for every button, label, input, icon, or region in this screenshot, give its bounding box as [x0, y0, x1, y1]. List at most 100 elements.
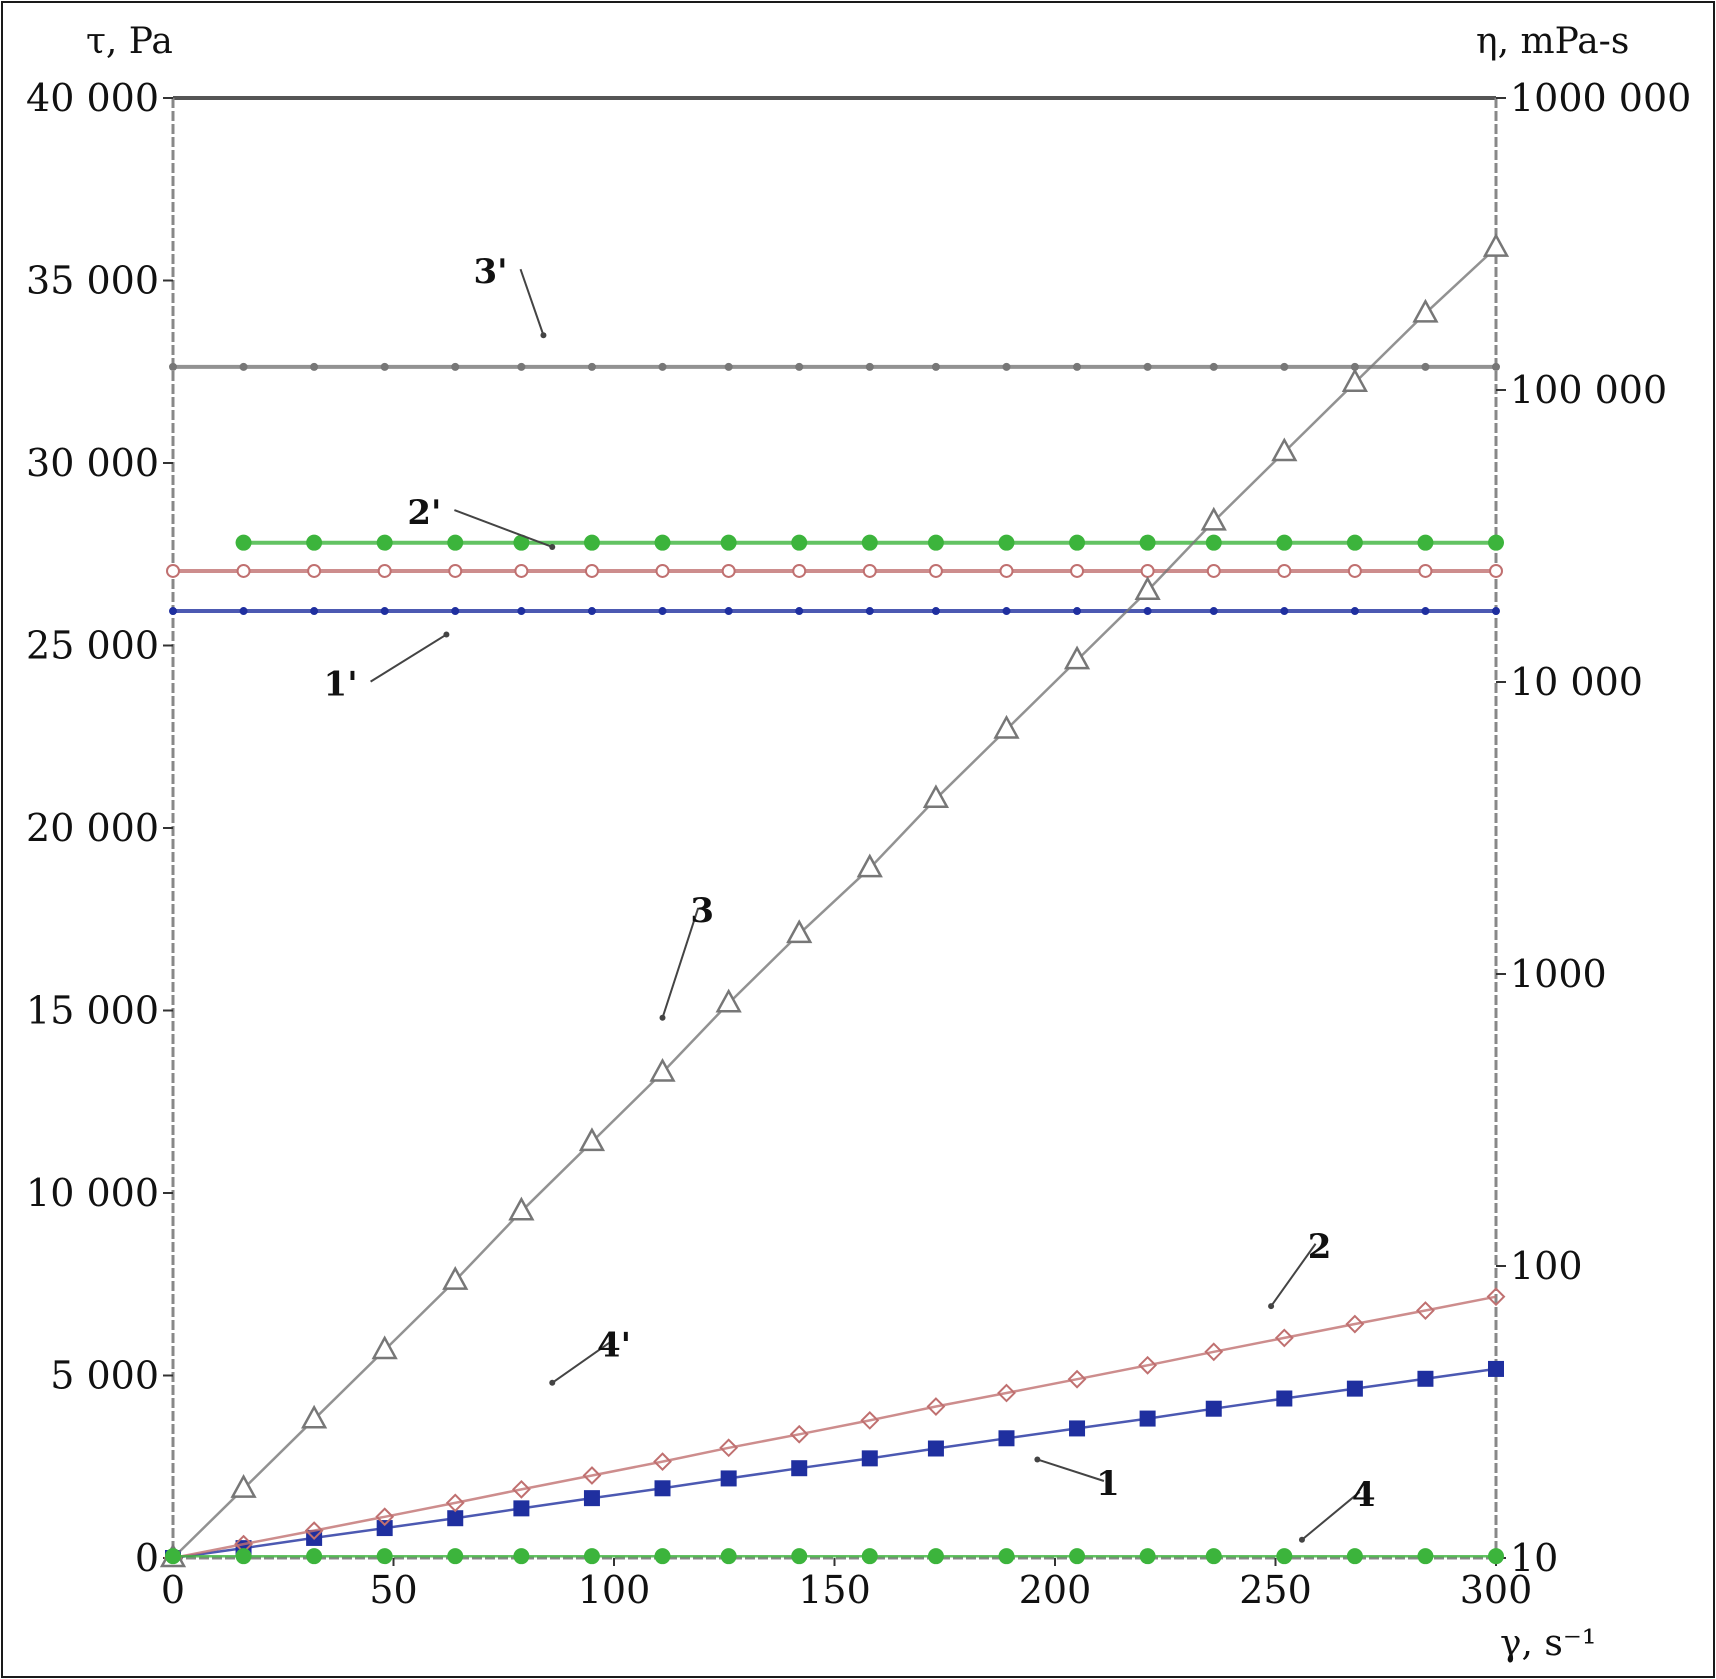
dot-marker [1002, 607, 1011, 616]
left-tick-label: 0 [135, 1536, 159, 1580]
triangle-marker [1134, 576, 1161, 600]
open-circle-marker [655, 563, 670, 578]
leader-arrowhead [549, 1379, 556, 1386]
dot-marker [865, 362, 874, 371]
dot-marker [380, 607, 389, 616]
square-marker [513, 1500, 530, 1517]
series-stress-2 [163, 1287, 1506, 1568]
leader-line [1301, 1491, 1361, 1541]
dot-marker [795, 607, 804, 616]
triangle-marker [371, 1335, 398, 1360]
triangle-marker [649, 1057, 676, 1082]
right-tick-label: 100 [1510, 1244, 1583, 1288]
diamond-marker [789, 1424, 809, 1444]
circle-marker [1069, 1548, 1086, 1565]
dot-marker [517, 362, 526, 371]
dot-marker [1209, 362, 1218, 371]
x-tick-label: 50 [369, 1568, 417, 1612]
circle-marker [927, 534, 944, 551]
left-tick-label: 40 000 [26, 76, 159, 120]
label-layer: 0 50 100 150 200 250 300 0 5 000 10 000 15 000 20 0… [26, 76, 1691, 1612]
series-line [172, 1295, 1497, 1560]
circle-marker [1139, 1548, 1156, 1565]
triangle-marker [301, 1404, 328, 1429]
open-circle-marker [999, 563, 1014, 578]
dot-marker [1002, 362, 1011, 371]
circle-marker [1417, 534, 1434, 551]
open-circle-marker [377, 563, 392, 578]
x-tick-label: 0 [161, 1568, 185, 1612]
diamond-marker [445, 1493, 465, 1513]
dot-marker [1280, 607, 1289, 616]
circle-marker [306, 1548, 323, 1565]
leader-arrowhead [1298, 1536, 1305, 1543]
leader-arrowhead [1268, 1303, 1275, 1310]
dot-marker [658, 607, 667, 616]
dot-marker [1492, 607, 1500, 616]
square-marker [1205, 1400, 1222, 1417]
series-viscosity-3 [169, 362, 1500, 371]
dot-marker [451, 607, 460, 616]
dot-marker [169, 362, 177, 371]
dot-marker [931, 607, 940, 616]
circle-marker [1346, 534, 1363, 551]
square-marker [447, 1510, 464, 1527]
square-marker [376, 1520, 393, 1537]
open-circle-marker [1140, 563, 1155, 578]
dot-marker [1073, 607, 1082, 616]
triangle-marker [578, 1127, 606, 1152]
circle-marker [583, 534, 600, 551]
leader-line [370, 633, 447, 683]
diamond-marker [375, 1507, 395, 1527]
dot-marker [1350, 362, 1359, 371]
diamond-marker [719, 1438, 739, 1458]
circle-marker [235, 534, 252, 551]
square-marker [1417, 1370, 1434, 1387]
series-viscosity-1 [169, 607, 1500, 616]
square-marker [998, 1430, 1015, 1447]
open-circle-marker [928, 563, 943, 578]
left-tick-label: 15 000 [26, 989, 159, 1033]
dot-marker [169, 607, 177, 616]
diamond-marker [926, 1397, 946, 1416]
dot-marker [931, 362, 940, 371]
leader-line [519, 268, 545, 336]
right-tick-label: 100 000 [1510, 368, 1667, 412]
open-circle-marker [448, 563, 463, 578]
circle-marker [927, 1548, 944, 1565]
circle-marker [1276, 534, 1293, 551]
circle-marker [654, 1548, 671, 1565]
open-circle-marker [862, 563, 877, 578]
dot-marker [1350, 607, 1359, 616]
circle-marker [720, 534, 737, 551]
leader-line [1270, 1243, 1317, 1307]
series-viscosity-2 [166, 563, 1503, 578]
left-tick-label: 30 000 [26, 441, 159, 485]
series-viscosity-4 [235, 534, 1504, 551]
dot-marker [1280, 362, 1289, 371]
square-marker [583, 1490, 600, 1507]
dot-marker [658, 362, 667, 371]
circle-marker [654, 534, 671, 551]
diamond-marker [1486, 1287, 1506, 1307]
diamond-marker [653, 1452, 672, 1472]
dot-marker [1492, 362, 1500, 371]
open-circle-marker [307, 563, 322, 578]
dot-marker [1073, 362, 1082, 371]
square-marker [1488, 1360, 1504, 1377]
open-circle-marker [166, 563, 180, 578]
leader-line [1037, 1458, 1105, 1482]
circle-marker [1069, 534, 1086, 551]
circle-marker [447, 1548, 464, 1565]
right-axis-title: η, mPa-s [1476, 21, 1629, 62]
series-stress-4 [165, 1548, 1504, 1565]
left-tick-label: 35 000 [26, 259, 159, 303]
triangle-marker [230, 1474, 257, 1498]
dot-marker [1209, 607, 1218, 616]
dot-marker [865, 607, 874, 616]
dot-marker [451, 362, 460, 371]
leader-line [454, 509, 553, 548]
curve-label: 4 [1352, 1475, 1376, 1515]
x-tick-label: 150 [798, 1568, 871, 1612]
circle-marker [1346, 1548, 1363, 1565]
